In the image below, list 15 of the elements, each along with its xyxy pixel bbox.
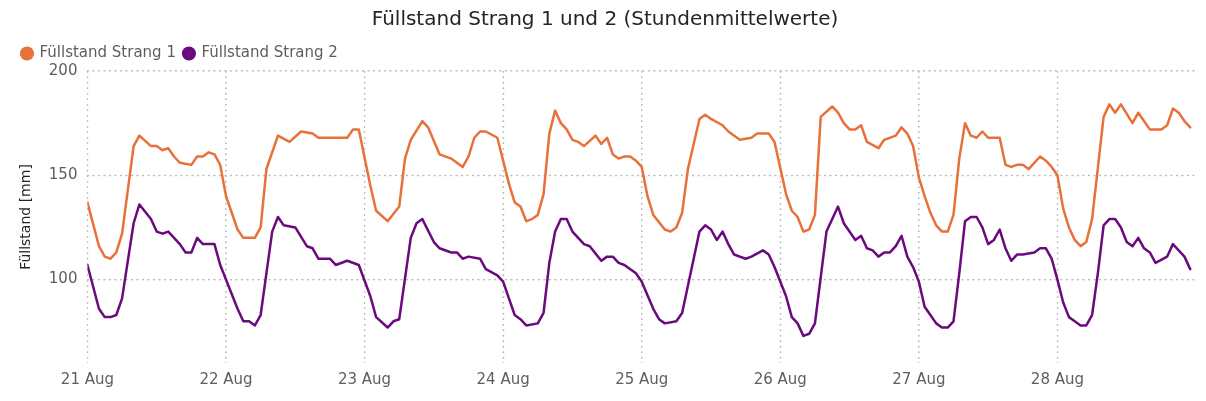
x-tick-label: 27 Aug: [892, 369, 946, 388]
legend-label: Füllstand Strang 1: [39, 43, 176, 62]
x-tick-label: 26 Aug: [753, 369, 807, 388]
y-tick-label: 150: [48, 165, 78, 184]
y-axis-title: Füllstand [mm]: [17, 164, 34, 270]
x-tick-label: 24 Aug: [476, 369, 530, 388]
x-tick-label: 22 Aug: [199, 369, 253, 388]
x-tick-label: 28 Aug: [1030, 369, 1085, 388]
x-tick-label: 23 Aug: [337, 369, 392, 388]
y-tick-label: 200: [48, 60, 78, 79]
legend-label: Füllstand Strang 2: [201, 43, 338, 62]
chart-title: Füllstand Strang 1 und 2 (Stundenmittelwerte): [371, 6, 839, 31]
x-tick-label: 25 Aug: [615, 369, 669, 388]
y-tick-label: 100: [48, 269, 78, 288]
x-tick-label: 21 Aug: [60, 369, 115, 388]
